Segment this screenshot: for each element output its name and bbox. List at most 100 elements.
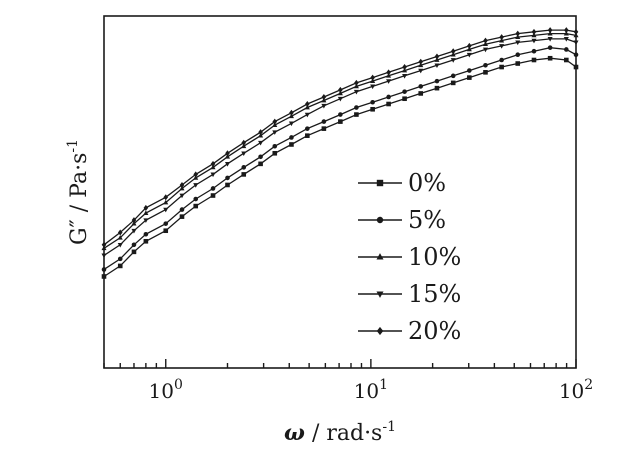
x-tick-label: 101: [354, 377, 388, 403]
data-point: [258, 140, 264, 146]
data-point: [288, 113, 294, 119]
data-point: [193, 175, 199, 180]
data-point: [573, 32, 579, 38]
data-point: [402, 67, 408, 73]
data-point: [225, 182, 230, 188]
data-point: [434, 57, 440, 62]
data-point: [418, 91, 424, 96]
data-point: [563, 30, 569, 36]
data-point: [386, 101, 391, 107]
data-point: [321, 119, 327, 124]
data-point: [210, 172, 216, 178]
data-point: [210, 164, 216, 170]
series-5pct: [101, 45, 579, 272]
data-point: [434, 53, 440, 60]
data-point: [131, 249, 137, 255]
data-point: [482, 47, 489, 53]
data-point: [402, 96, 407, 102]
x-tick-label: 102: [559, 377, 593, 403]
data-point: [483, 62, 488, 68]
data-point: [564, 57, 569, 63]
data-point: [467, 42, 472, 49]
data-point: [515, 52, 521, 58]
data-point: [354, 112, 359, 117]
data-point: [547, 55, 553, 61]
data-point: [418, 62, 424, 68]
data-point: [241, 139, 247, 146]
data-point: [272, 130, 278, 135]
series-layer: [101, 27, 579, 279]
data-point: [547, 37, 553, 42]
legend-label: 5%: [408, 206, 446, 234]
data-point: [117, 256, 123, 262]
data-point: [179, 181, 185, 188]
data-point: [386, 94, 391, 100]
data-point: [531, 57, 537, 63]
data-point: [289, 135, 294, 140]
data-point: [258, 129, 263, 136]
series-10pct: [101, 30, 579, 251]
data-point: [531, 38, 537, 44]
data-point: [210, 193, 216, 198]
legend-item: 20%: [358, 317, 461, 345]
data-point: [370, 106, 375, 112]
data-point: [353, 89, 359, 95]
x-tick-label: 100: [149, 377, 183, 403]
data-point: [466, 52, 472, 58]
data-point: [193, 203, 199, 209]
legend-item: 10%: [358, 243, 461, 271]
data-point: [241, 172, 247, 177]
data-point: [338, 119, 343, 124]
data-point: [564, 47, 569, 52]
data-point: [241, 165, 247, 170]
data-point: [547, 27, 553, 34]
legend-item: 5%: [358, 206, 446, 234]
data-point: [482, 41, 489, 46]
data-point: [370, 84, 376, 90]
data-point: [370, 74, 375, 81]
data-point: [573, 64, 579, 70]
legend-marker: [376, 291, 384, 298]
data-point: [434, 85, 440, 91]
data-point: [143, 238, 149, 244]
data-point: [117, 242, 123, 248]
data-point: [450, 48, 456, 55]
data-point: [225, 175, 230, 181]
data-point: [224, 162, 231, 167]
data-point: [337, 96, 343, 102]
data-point: [515, 61, 521, 66]
data-point: [386, 79, 392, 84]
data-point: [143, 218, 149, 223]
data-point: [321, 126, 327, 131]
data-point: [499, 57, 504, 63]
series-0pct: [101, 55, 579, 279]
data-point: [163, 199, 169, 205]
data-point: [321, 97, 327, 103]
data-point: [499, 64, 504, 70]
data-point: [131, 228, 137, 234]
legend-item: 0%: [358, 169, 446, 197]
legend-marker: [376, 216, 384, 224]
data-point: [131, 220, 137, 226]
data-point: [101, 253, 107, 259]
data-point: [143, 210, 149, 215]
data-point: [101, 267, 107, 272]
data-point: [563, 37, 569, 42]
legend-label: 10%: [408, 243, 461, 271]
data-point: [101, 241, 107, 248]
data-point: [101, 245, 107, 251]
legend-label: 0%: [408, 169, 446, 197]
data-point: [531, 48, 537, 54]
data-point: [338, 112, 343, 117]
data-point: [179, 185, 185, 191]
data-point: [321, 103, 327, 109]
data-point: [499, 34, 504, 41]
data-point: [179, 207, 185, 212]
data-point: [225, 150, 230, 157]
data-point: [547, 45, 553, 50]
data-point: [163, 194, 169, 201]
legend-marker: [376, 179, 384, 187]
data-point: [515, 34, 521, 39]
data-point: [143, 231, 149, 237]
data-point: [386, 73, 392, 78]
